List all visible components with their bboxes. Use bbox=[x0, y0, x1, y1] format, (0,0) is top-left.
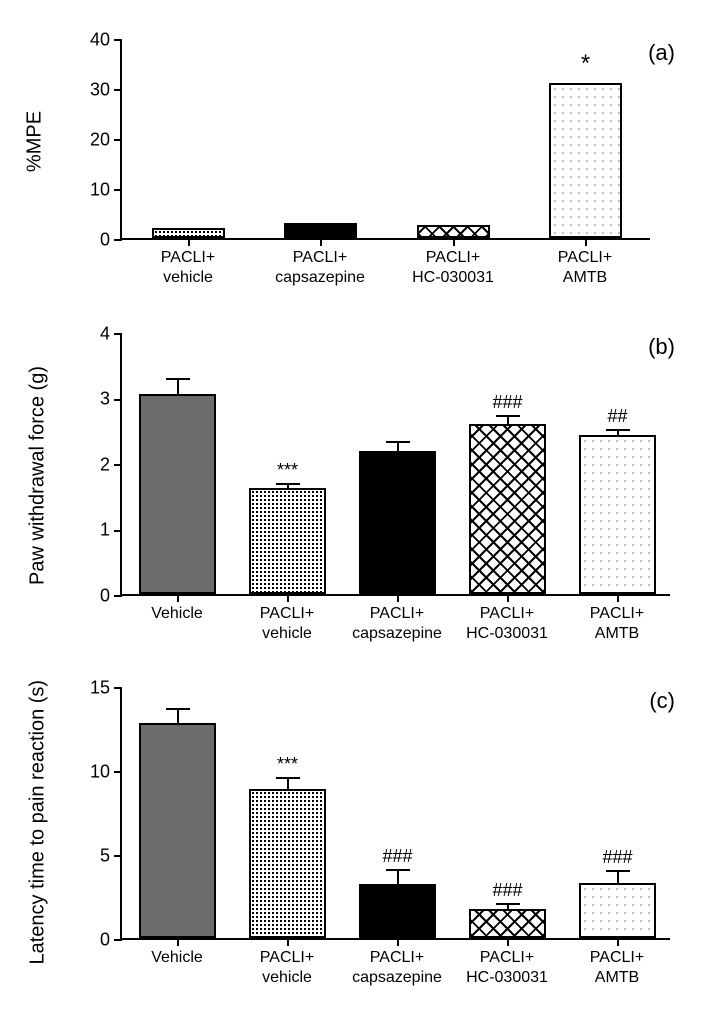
panel-b-plot: 0 1 2 3 4 Vehicle *** PACLI+vehicle bbox=[120, 334, 670, 596]
panel-b-cat-1: PACLI+vehicle bbox=[260, 604, 314, 644]
panel-b-ytick-0: 0 bbox=[100, 586, 110, 607]
panel-b-yaxis-title: Paw withdrawal force (g) bbox=[27, 346, 50, 606]
figure-root: (a) %MPE 0 10 20 30 40 PACLI+vehicle PAC… bbox=[0, 0, 715, 1012]
panel-c-bar-4: ### bbox=[579, 883, 656, 938]
panel-c-cat-2: PACLI+capsazepine bbox=[352, 948, 442, 988]
panel-b-ytick-4: 4 bbox=[100, 324, 110, 345]
panel-c-ytick-0: 0 bbox=[100, 930, 110, 951]
panel-a-yaxis-title: %MPE bbox=[24, 82, 47, 202]
panel-c-ytick-3: 15 bbox=[90, 678, 110, 699]
panel-a-ytick-1: 10 bbox=[90, 180, 110, 201]
panel-c-ytick-1: 5 bbox=[100, 846, 110, 867]
panel-a-cat-3: PACLI+AMTB bbox=[558, 248, 612, 288]
panel-c-yaxis-title: Latency time to pain reaction (s) bbox=[27, 685, 50, 965]
panel-b-cat-2: PACLI+capsazepine bbox=[352, 604, 442, 644]
panel-b-bar-0 bbox=[139, 394, 216, 594]
panel-c-cat-3: PACLI+HC-030031 bbox=[466, 948, 548, 988]
panel-b-cat-4: PACLI+AMTB bbox=[590, 604, 644, 644]
panel-b-bar-2 bbox=[359, 451, 436, 594]
panel-a-bar-2 bbox=[417, 225, 490, 238]
panel-c-bar-0 bbox=[139, 723, 216, 938]
panel-b-ytick-3: 3 bbox=[100, 389, 110, 410]
panel-a-cat-2: PACLI+HC-030031 bbox=[412, 248, 494, 288]
panel-b-bar-4: ## bbox=[579, 435, 656, 594]
panel-a-plot: 0 10 20 30 40 PACLI+vehicle PACLI+capsaz… bbox=[120, 40, 650, 240]
panel-c-annot-3: ### bbox=[492, 880, 522, 901]
panel-b-ytick-2: 2 bbox=[100, 455, 110, 476]
panel-b-ytick-1: 1 bbox=[100, 520, 110, 541]
panel-a-label: (a) bbox=[648, 40, 675, 66]
panel-c: (c) Latency time to pain reaction (s) 0 … bbox=[0, 668, 715, 998]
panel-a-bar-3: * bbox=[549, 83, 622, 238]
panel-a-bar-0 bbox=[152, 228, 225, 238]
panel-c-annot-1: *** bbox=[277, 754, 298, 775]
panel-b-cat-0: Vehicle bbox=[151, 604, 203, 624]
panel-a: (a) %MPE 0 10 20 30 40 PACLI+vehicle PAC… bbox=[0, 20, 715, 295]
panel-c-ytick-2: 10 bbox=[90, 762, 110, 783]
panel-c-bar-1: *** bbox=[249, 789, 326, 938]
panel-c-cat-0: Vehicle bbox=[151, 948, 203, 968]
panel-b-bar-3: ### bbox=[469, 424, 546, 594]
panel-b: (b) Paw withdrawal force (g) 0 1 2 3 4 V… bbox=[0, 314, 715, 654]
panel-b-bar-1: *** bbox=[249, 488, 326, 594]
panel-a-cat-0: PACLI+vehicle bbox=[161, 248, 215, 288]
panel-a-ytick-0: 0 bbox=[100, 230, 110, 251]
panel-c-annot-4: ### bbox=[602, 847, 632, 868]
panel-a-bar-1 bbox=[284, 223, 357, 238]
panel-b-annot-4: ## bbox=[607, 406, 627, 427]
panel-a-ytick-3: 30 bbox=[90, 80, 110, 101]
panel-a-ytick-2: 20 bbox=[90, 130, 110, 151]
panel-c-cat-1: PACLI+vehicle bbox=[260, 948, 314, 988]
panel-c-plot: 0 5 10 15 Vehicle *** PACLI+vehicle bbox=[120, 688, 670, 940]
panel-a-cat-1: PACLI+capsazepine bbox=[275, 248, 365, 288]
panel-b-annot-3: ### bbox=[492, 392, 522, 413]
panel-a-annot-3: * bbox=[581, 50, 590, 78]
panel-c-bar-3: ### bbox=[469, 909, 546, 938]
panel-c-cat-4: PACLI+AMTB bbox=[590, 948, 644, 988]
panel-b-cat-3: PACLI+HC-030031 bbox=[466, 604, 548, 644]
panel-b-annot-1: *** bbox=[277, 460, 298, 481]
panel-c-bar-2: ### bbox=[359, 884, 436, 938]
panel-a-ytick-4: 40 bbox=[90, 30, 110, 51]
panel-c-annot-2: ### bbox=[382, 846, 412, 867]
